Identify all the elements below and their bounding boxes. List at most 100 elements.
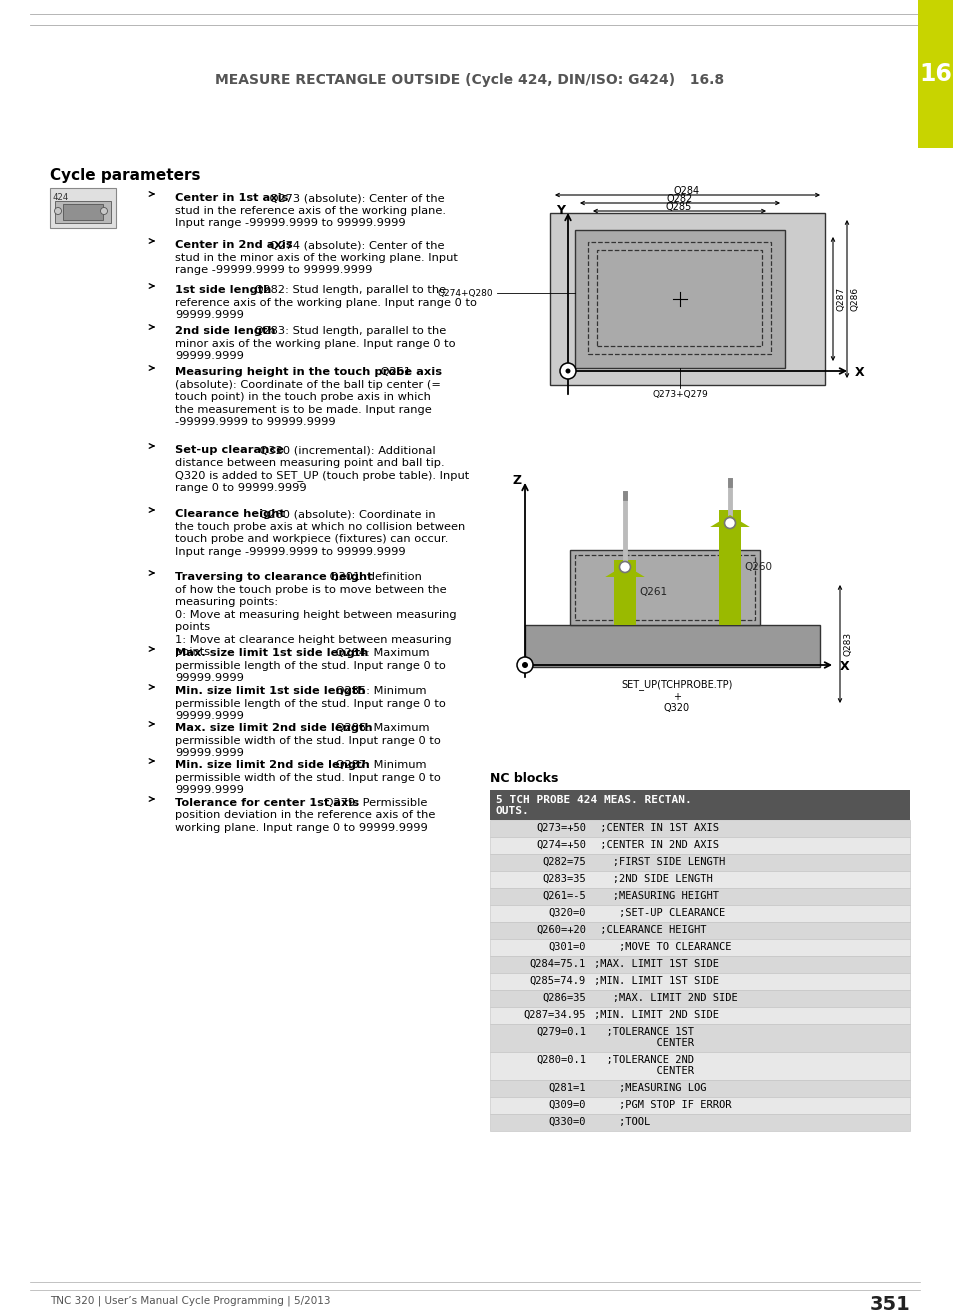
Text: ;CLEARANCE HEIGHT: ;CLEARANCE HEIGHT [594, 924, 706, 935]
Text: ;TOOL: ;TOOL [594, 1116, 650, 1127]
Text: touch probe and workpiece (fixtures) can occur.: touch probe and workpiece (fixtures) can… [174, 534, 448, 544]
Text: Q261: Q261 [639, 586, 666, 597]
Bar [719, 510, 740, 625]
Text: Q320 is added to SET_UP (touch probe table). Input: Q320 is added to SET_UP (touch probe tab… [174, 469, 469, 481]
Text: +: + [672, 692, 680, 702]
FancyArrow shape [604, 565, 644, 625]
Text: ;CENTER IN 1ST AXIS: ;CENTER IN 1ST AXIS [594, 823, 719, 832]
Text: ;PGM STOP IF ERROR: ;PGM STOP IF ERROR [594, 1101, 731, 1110]
Text: reference axis of the working plane. Input range 0 to: reference axis of the working plane. Inp… [174, 297, 476, 308]
Text: Q287=34.95: Q287=34.95 [523, 1010, 585, 1020]
Bar [597, 250, 761, 346]
Text: distance between measuring point and ball tip.: distance between measuring point and bal… [174, 458, 444, 468]
Text: Q284: Q284 [673, 185, 700, 196]
Text: permissible width of the stud. Input range 0 to: permissible width of the stud. Input ran… [174, 735, 440, 746]
Text: Q283=35: Q283=35 [541, 874, 585, 884]
Bar [490, 821, 909, 838]
Text: ;MAX. LIMIT 1ST SIDE: ;MAX. LIMIT 1ST SIDE [594, 959, 719, 969]
Bar [917, 0, 953, 149]
Text: permissible length of the stud. Input range 0 to: permissible length of the stud. Input ra… [174, 660, 445, 671]
Text: of how the touch probe is to move between the: of how the touch probe is to move betwee… [174, 584, 446, 594]
Text: ;MEASURING HEIGHT: ;MEASURING HEIGHT [594, 892, 719, 901]
Bar [575, 230, 784, 368]
Text: Q287: Q287 [836, 287, 845, 312]
Circle shape [565, 368, 570, 373]
Text: 99999.9999: 99999.9999 [174, 673, 244, 682]
Text: Center in 2nd axis: Center in 2nd axis [174, 241, 293, 250]
Text: Q273 (absolute): Center of the: Q273 (absolute): Center of the [266, 193, 444, 203]
Text: 99999.9999: 99999.9999 [174, 785, 244, 796]
Text: 16: 16 [919, 62, 951, 85]
Text: Q287: Minimum: Q287: Minimum [332, 760, 426, 771]
Text: X: X [840, 660, 849, 672]
Text: 0: Move at measuring height between measuring: 0: Move at measuring height between meas… [174, 609, 456, 619]
Bar [490, 956, 909, 973]
Text: Tolerance for center 1st axis: Tolerance for center 1st axis [174, 798, 358, 807]
Text: Clearance height: Clearance height [174, 509, 285, 519]
Text: Q320: Q320 [663, 704, 689, 713]
Text: Q282: Stud length, parallel to the: Q282: Stud length, parallel to the [251, 285, 445, 295]
Text: minor axis of the working plane. Input range 0 to: minor axis of the working plane. Input r… [174, 338, 456, 348]
Text: 351: 351 [869, 1295, 909, 1314]
Bar [490, 1080, 909, 1097]
Text: Q279=0.1: Q279=0.1 [536, 1027, 585, 1038]
Text: 99999.9999: 99999.9999 [174, 748, 244, 757]
Text: Q273=+50: Q273=+50 [536, 823, 585, 832]
FancyArrow shape [709, 515, 749, 625]
Text: Q273+Q279: Q273+Q279 [652, 391, 707, 398]
Text: OUTS.: OUTS. [496, 806, 529, 817]
Bar [490, 922, 909, 939]
Bar [569, 550, 760, 625]
Text: Max. size limit 1st side length: Max. size limit 1st side length [174, 648, 368, 658]
Text: Q286=35: Q286=35 [541, 993, 585, 1003]
Text: Q283: Stud length, parallel to the: Q283: Stud length, parallel to the [251, 326, 446, 337]
Bar [524, 625, 820, 667]
Text: Q285: Minimum: Q285: Minimum [332, 686, 426, 696]
Text: TNC 320 | User’s Manual Cycle Programming | 5/2013: TNC 320 | User’s Manual Cycle Programmin… [50, 1295, 330, 1306]
Bar [614, 560, 636, 625]
Text: ;CENTER IN 2ND AXIS: ;CENTER IN 2ND AXIS [594, 840, 719, 849]
Text: Q320 (incremental): Additional: Q320 (incremental): Additional [255, 444, 435, 455]
Text: 5 TCH PROBE 424 MEAS. RECTAN.: 5 TCH PROBE 424 MEAS. RECTAN. [496, 796, 691, 805]
Bar [63, 204, 103, 220]
Text: ;TOLERANCE 2ND: ;TOLERANCE 2ND [594, 1055, 693, 1065]
Text: Q280=0.1: Q280=0.1 [536, 1055, 585, 1065]
Circle shape [618, 562, 630, 572]
Bar [490, 853, 909, 871]
Bar [490, 1024, 909, 1052]
Bar [490, 905, 909, 922]
Text: 99999.9999: 99999.9999 [174, 711, 244, 721]
Text: touch point) in the touch probe axis in which: touch point) in the touch probe axis in … [174, 392, 431, 402]
Text: 424: 424 [53, 193, 69, 203]
Text: permissible length of the stud. Input range 0 to: permissible length of the stud. Input ra… [174, 698, 445, 709]
Text: working plane. Input range 0 to 99999.9999: working plane. Input range 0 to 99999.99… [174, 823, 427, 832]
Text: CENTER: CENTER [594, 1038, 693, 1048]
Bar [575, 555, 754, 619]
Text: Q320=0: Q320=0 [548, 907, 585, 918]
Text: Q286: Maximum: Q286: Maximum [332, 723, 429, 732]
Bar [490, 1052, 909, 1080]
Bar [55, 201, 111, 224]
Text: ;SET-UP CLEARANCE: ;SET-UP CLEARANCE [594, 907, 724, 918]
Text: Q330=0: Q330=0 [548, 1116, 585, 1127]
Text: (absolute): Coordinate of the ball tip center (=: (absolute): Coordinate of the ball tip c… [174, 380, 440, 389]
Text: Traversing to clearance height: Traversing to clearance height [174, 572, 372, 583]
Text: Q284: Maximum: Q284: Maximum [332, 648, 429, 658]
Text: CENTER: CENTER [594, 1066, 693, 1076]
Text: MEASURE RECTANGLE OUTSIDE (Cycle 424, DIN/ISO: G424)   16.8: MEASURE RECTANGLE OUTSIDE (Cycle 424, DI… [215, 74, 723, 87]
Text: ;MIN. LIMIT 2ND SIDE: ;MIN. LIMIT 2ND SIDE [594, 1010, 719, 1020]
Text: ;MIN. LIMIT 1ST SIDE: ;MIN. LIMIT 1ST SIDE [594, 976, 719, 986]
Text: Z: Z [512, 473, 521, 487]
Text: 2nd side length: 2nd side length [174, 326, 275, 337]
Text: Min. size limit 1st side length: Min. size limit 1st side length [174, 686, 365, 696]
Bar [490, 1097, 909, 1114]
Text: Q284=75.1: Q284=75.1 [529, 959, 585, 969]
Text: ;2ND SIDE LENGTH: ;2ND SIDE LENGTH [594, 874, 712, 884]
Text: Q274+Q280: Q274+Q280 [436, 288, 493, 297]
Text: Min. size limit 2nd side length: Min. size limit 2nd side length [174, 760, 370, 771]
Bar [490, 871, 909, 888]
Text: stud in the minor axis of the working plane. Input: stud in the minor axis of the working pl… [174, 252, 457, 263]
Text: Max. size limit 2nd side length: Max. size limit 2nd side length [174, 723, 373, 732]
Text: -99999.9999 to 99999.9999: -99999.9999 to 99999.9999 [174, 417, 335, 427]
Bar [490, 1114, 909, 1131]
